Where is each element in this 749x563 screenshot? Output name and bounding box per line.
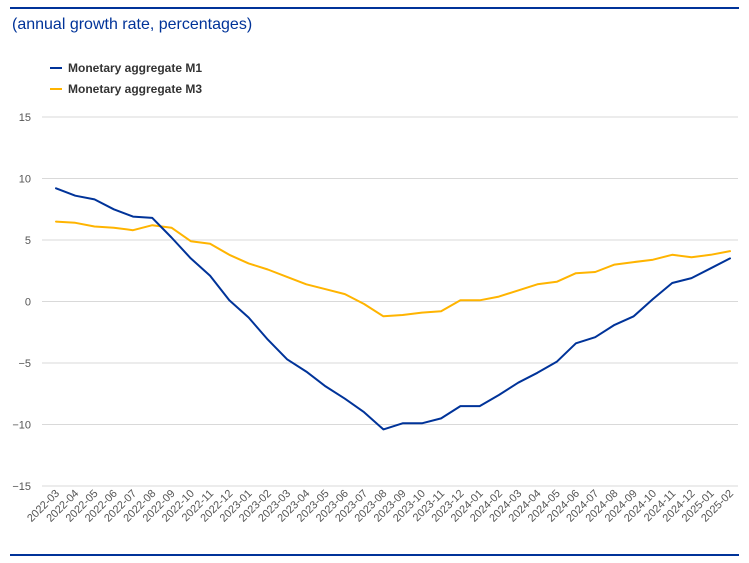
y-tick-label: 0 xyxy=(25,297,31,309)
legend-item-m3[interactable]: Monetary aggregate M3 xyxy=(50,78,202,99)
legend-label-m3: Monetary aggregate M3 xyxy=(68,81,203,96)
legend-item-m1[interactable]: Monetary aggregate M1 xyxy=(50,57,202,78)
y-tick-label: −10 xyxy=(12,420,31,432)
legend-label-m1: Monetary aggregate M1 xyxy=(68,60,203,75)
series-line-m3 xyxy=(55,220,731,318)
y-tick-label: 15 xyxy=(19,112,31,124)
legend-swatch-m3 xyxy=(50,87,62,90)
legend: Monetary aggregate M1 Monetary aggregate… xyxy=(50,57,202,99)
series-line-m1 xyxy=(55,187,731,431)
y-tick-label: 5 xyxy=(25,235,31,247)
chart-subtitle: (annual growth rate, percentages) xyxy=(12,16,253,33)
legend-swatch-m1 xyxy=(50,66,62,69)
y-tick-label: −15 xyxy=(12,481,31,493)
y-tick-label: 10 xyxy=(19,174,31,186)
y-tick-label: −5 xyxy=(18,358,31,370)
top-rule xyxy=(10,7,739,9)
bottom-rule xyxy=(10,554,739,556)
